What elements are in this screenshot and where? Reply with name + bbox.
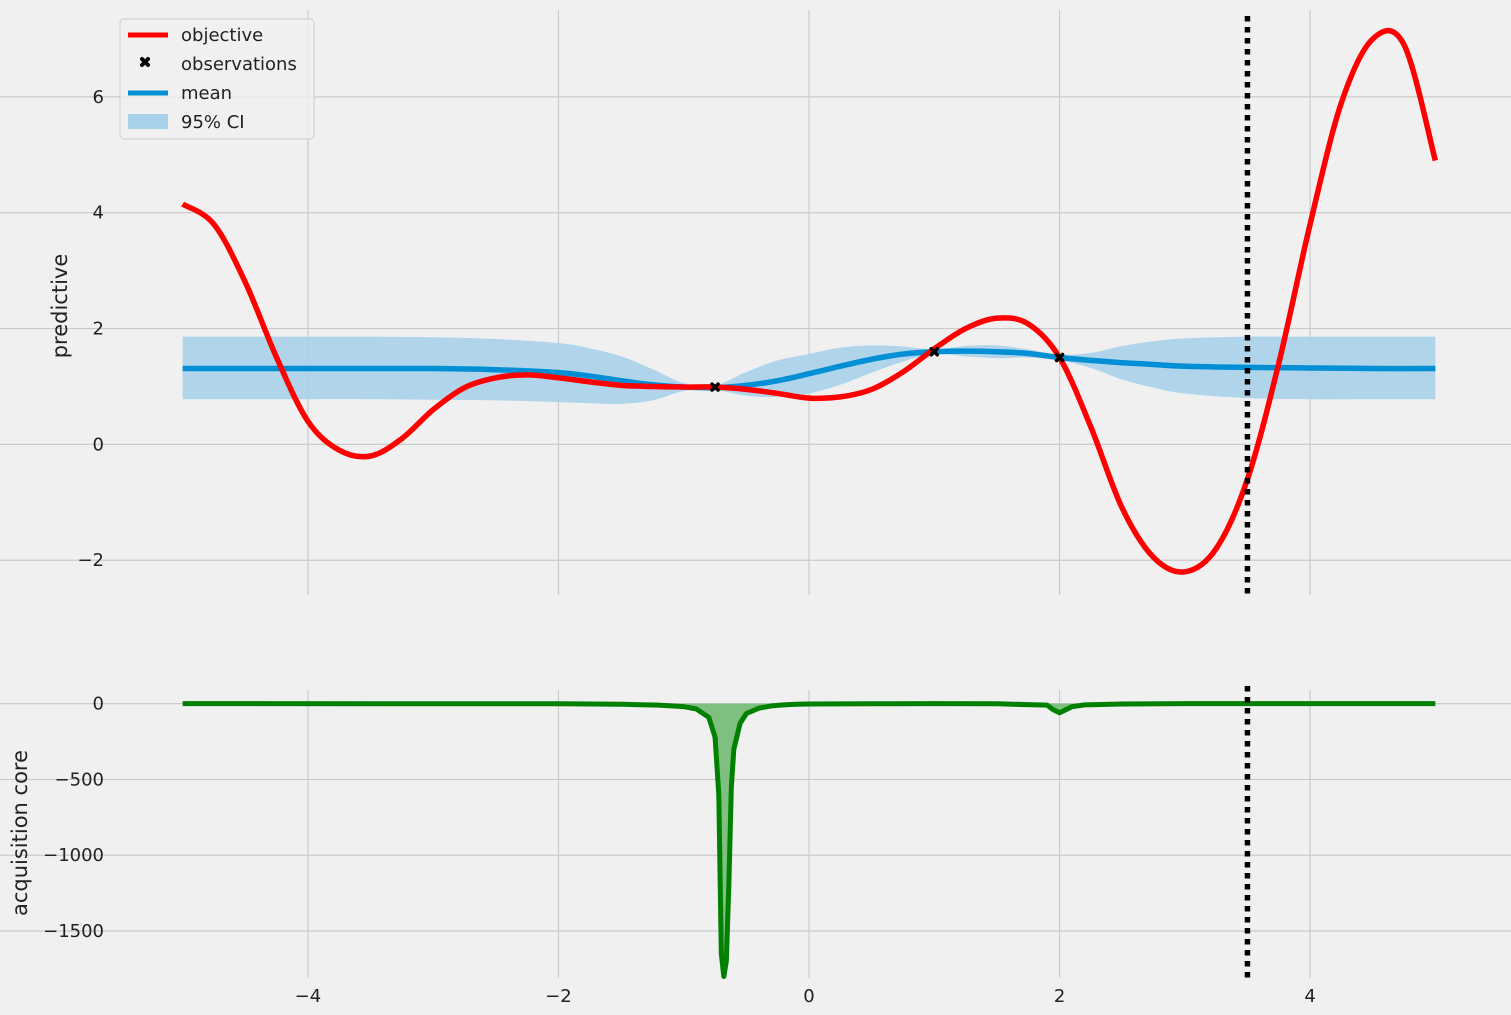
predictive-y-tick-label: 0 (93, 434, 104, 455)
objective-line (181, 27, 1439, 575)
predictive-y-tick-label: 4 (93, 203, 104, 224)
legend-item-objective: objective (128, 25, 263, 46)
observation-marker (929, 346, 940, 357)
mean-line-group (182, 348, 1436, 391)
acquisition-y-tick-label: −1500 (43, 921, 104, 942)
acquisition-x-tick-label: 4 (1304, 986, 1315, 1007)
acquisition-line-group (182, 701, 1436, 979)
legend-item-mean: mean (128, 83, 232, 104)
observation-marker (710, 382, 720, 392)
legend-observations-label: observations (181, 54, 297, 75)
legend-mean-label: mean (181, 83, 232, 104)
predictive-y-tick-label: −2 (77, 550, 104, 571)
acquisition-y-tick-label: −500 (55, 769, 104, 790)
ci-band-group (182, 336, 1436, 405)
predictive-panel: −2 0 2 4 6 predictive objective observations… (0, 10, 1511, 595)
legend-objective-label: objective (181, 25, 263, 46)
objective-line-group (181, 27, 1439, 575)
acquisition-x-tick-label: 0 (803, 986, 814, 1007)
legend-ci-label: 95% CI (181, 112, 245, 133)
mean-line (182, 348, 1436, 391)
legend-item-observations: observations (140, 54, 297, 75)
acquisition-line (182, 701, 1436, 979)
acquisition-y-tick-label: −1000 (43, 845, 104, 866)
observations-group (710, 346, 1065, 392)
acquisition-y-axis-label: acquisition core (8, 750, 32, 916)
predictive-y-ticks: −2 0 2 4 6 (77, 87, 104, 571)
legend-observations-marker-icon (140, 57, 150, 67)
acquisition-x-tick-label: 2 (1054, 986, 1065, 1007)
legend-item-ci: 95% CI (128, 112, 245, 133)
observation-marker (1054, 352, 1065, 363)
legend: objective observations mean 95% CI (119, 18, 315, 140)
predictive-y-tick-label: 2 (93, 319, 104, 340)
predictive-y-axis-label: predictive (48, 254, 72, 359)
acquisition-y-tick-label: 0 (93, 694, 104, 715)
acquisition-panel: 0 −500 −1000 −1500 −4 −2 0 2 4 acquisition core (0, 686, 1511, 1007)
predictive-y-tick-label: 6 (93, 87, 104, 108)
predictive-grid (0, 10, 1511, 595)
ci-band (182, 336, 1436, 405)
legend-frame (119, 18, 315, 140)
acquisition-x-tick-label: −4 (295, 986, 322, 1007)
legend-ci-swatch (128, 114, 168, 129)
acquisition-x-ticks: −4 −2 0 2 4 (295, 986, 1316, 1007)
acquisition-y-ticks: 0 −500 −1000 −1500 (43, 694, 104, 942)
acquisition-x-tick-label: −2 (545, 986, 572, 1007)
